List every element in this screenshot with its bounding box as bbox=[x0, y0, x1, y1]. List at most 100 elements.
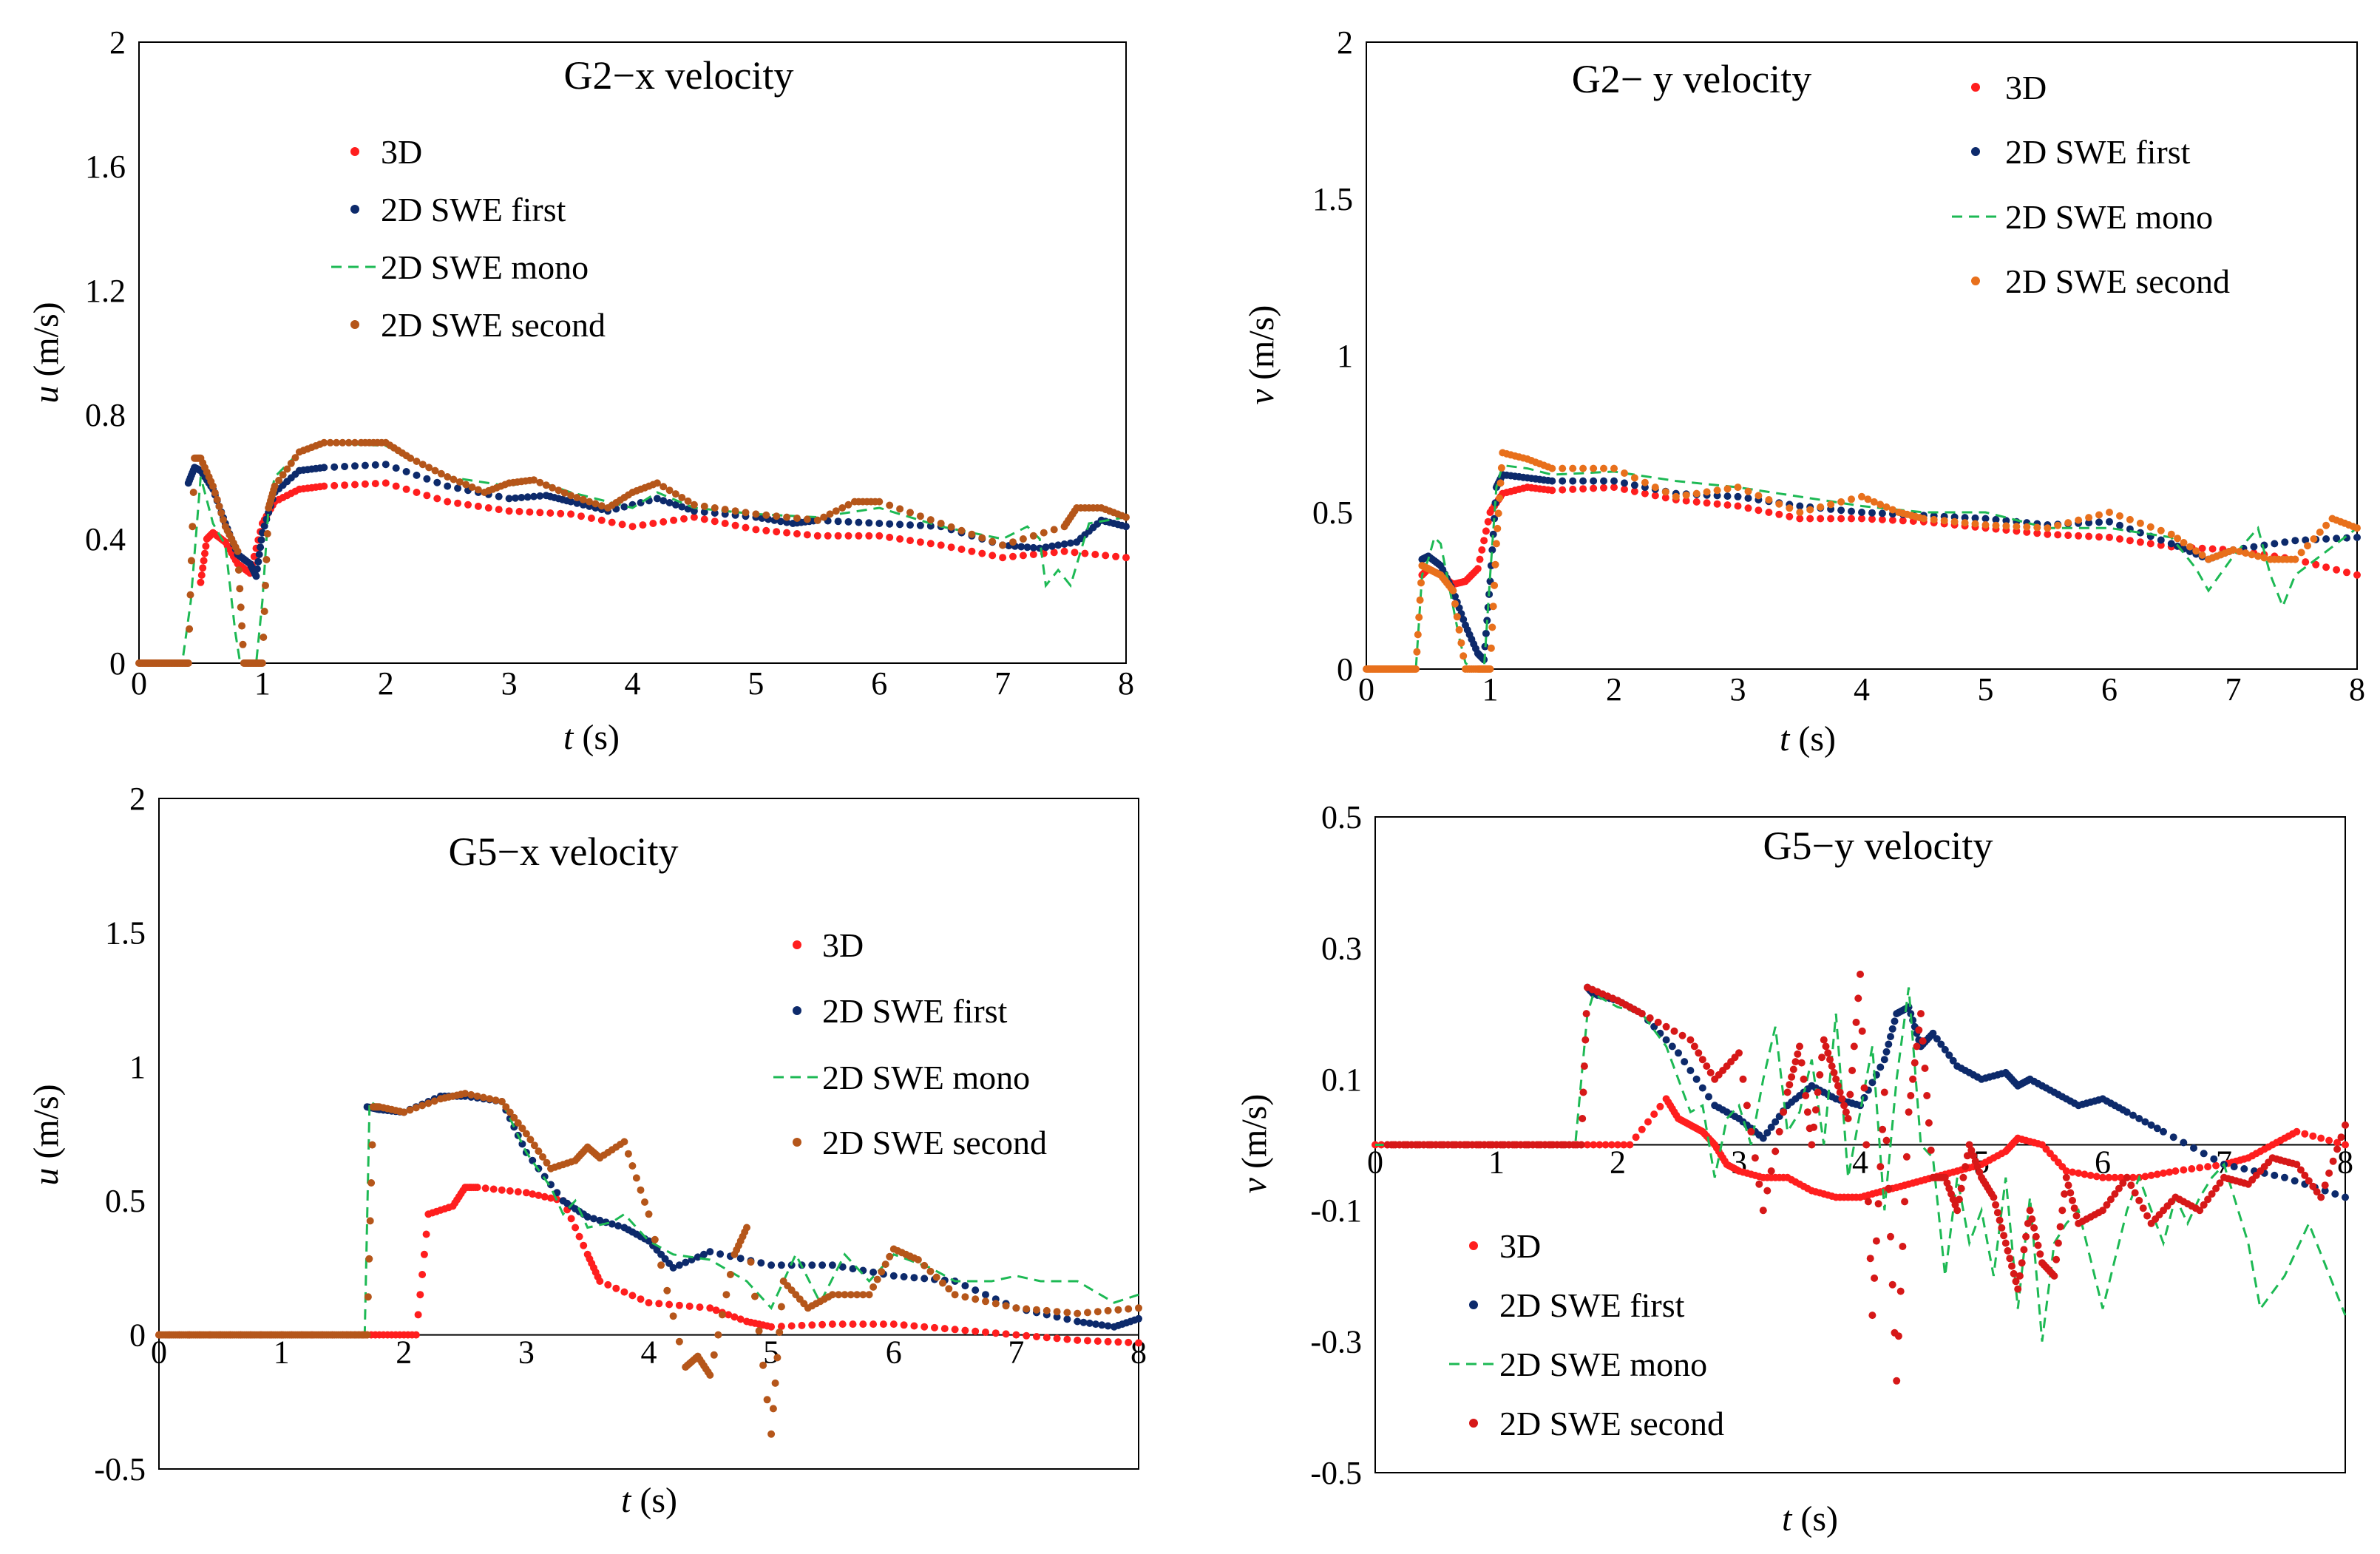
series-3-point bbox=[2085, 514, 2093, 522]
series-3-point bbox=[2146, 523, 2154, 531]
series-3-point bbox=[1743, 1102, 1751, 1110]
series-3-point bbox=[1783, 1088, 1791, 1096]
series-1-point bbox=[1488, 546, 1496, 554]
series-3-point bbox=[2139, 1204, 2147, 1212]
series-0-point bbox=[1723, 501, 1732, 509]
series-3-point bbox=[1703, 488, 1711, 496]
series-3-point bbox=[1654, 1018, 1662, 1026]
series-0-point bbox=[906, 537, 914, 545]
series-0-point bbox=[947, 543, 955, 552]
series-0-point bbox=[855, 532, 863, 540]
series-1-point bbox=[2321, 1187, 2329, 1195]
series-3-point bbox=[1858, 1027, 1866, 1035]
series-3-point bbox=[832, 507, 840, 515]
series-3-point bbox=[1487, 644, 1495, 652]
series-1-point bbox=[1868, 509, 1876, 517]
series-1-point bbox=[596, 1216, 604, 1224]
series-1-point bbox=[896, 520, 904, 529]
series-3-point bbox=[2116, 512, 2123, 520]
series-0-point bbox=[597, 516, 606, 524]
y-tick-label: 0.4 bbox=[85, 521, 126, 557]
series-1-point bbox=[1888, 1025, 1896, 1033]
x-tick-label: 5 bbox=[763, 1334, 779, 1371]
series-3-point bbox=[773, 1354, 782, 1362]
series-0-point bbox=[813, 532, 821, 540]
series-3-point bbox=[2050, 1272, 2058, 1280]
series-3-point bbox=[2260, 554, 2268, 562]
series-0-point bbox=[412, 1331, 420, 1339]
x-axis-label: t (s) bbox=[1780, 719, 1836, 759]
series-3-point bbox=[1888, 506, 1896, 514]
series-3-point bbox=[932, 1273, 940, 1281]
series-0-point bbox=[1837, 515, 1845, 523]
y-tick-label: 1 bbox=[1337, 338, 1353, 374]
series-0-point bbox=[645, 1299, 653, 1307]
series-3-point bbox=[2002, 522, 2010, 530]
series-1-point bbox=[2281, 538, 2289, 546]
series-0-point bbox=[2333, 566, 2341, 574]
series-0-point bbox=[1899, 517, 1907, 525]
series-1-point bbox=[2180, 1139, 2188, 1147]
series-3-point bbox=[783, 513, 791, 521]
series-0-point bbox=[199, 564, 207, 572]
series-0-point bbox=[1632, 1133, 1640, 1141]
series-3-point bbox=[886, 1252, 894, 1260]
series-3-point bbox=[1579, 1088, 1587, 1096]
series-3-point bbox=[2198, 551, 2206, 559]
series-3-point bbox=[535, 1147, 543, 1156]
series-3-point bbox=[777, 1303, 785, 1311]
series-0-point bbox=[731, 521, 739, 529]
series-3-point bbox=[2033, 523, 2041, 532]
series-0-point bbox=[1641, 489, 1649, 498]
series-3-point bbox=[2075, 516, 2083, 524]
series-0-point bbox=[777, 1323, 785, 1331]
plot-frame bbox=[158, 798, 1139, 1470]
series-3-point bbox=[2026, 1207, 2034, 1215]
series-1-point bbox=[540, 1173, 549, 1181]
series-3-point bbox=[1837, 498, 1845, 506]
series-3-point bbox=[413, 458, 421, 465]
series-0-point bbox=[341, 481, 349, 489]
series-1-point bbox=[916, 521, 924, 529]
series-1-point bbox=[926, 522, 935, 530]
series-3-point bbox=[820, 513, 828, 521]
series-3-point bbox=[2000, 1232, 2008, 1240]
series-3-point bbox=[755, 1327, 763, 1335]
series-0-point bbox=[937, 541, 945, 549]
series-3-point bbox=[234, 547, 242, 555]
plot-frame bbox=[138, 41, 1127, 664]
series-3-point bbox=[502, 1103, 510, 1111]
series-3-point bbox=[813, 516, 821, 524]
series-1-point bbox=[1074, 1317, 1082, 1326]
series-1-point bbox=[2353, 533, 2361, 541]
series-3-point bbox=[1661, 488, 1669, 496]
series-3-point bbox=[1114, 1306, 1122, 1314]
legend-label: 2D SWE mono bbox=[1499, 1346, 1707, 1383]
series-3-point bbox=[721, 506, 729, 514]
legend-marker bbox=[793, 940, 801, 949]
series-1-point bbox=[783, 518, 791, 526]
series-3-point bbox=[2106, 1195, 2115, 1204]
series-3-point bbox=[1909, 1075, 1917, 1083]
series-2-line bbox=[139, 441, 1127, 665]
series-0-point bbox=[991, 1329, 1000, 1337]
series-1-point bbox=[1489, 530, 1497, 538]
series-1-point bbox=[2153, 1124, 2161, 1133]
series-1-point bbox=[2342, 1193, 2349, 1201]
legend-label: 2D SWE second bbox=[822, 1124, 1047, 1161]
legend-label: 2D SWE second bbox=[2005, 262, 2230, 300]
series-3-point bbox=[2023, 523, 2031, 531]
series-0-point bbox=[773, 528, 781, 536]
series-3-point bbox=[1548, 464, 1556, 472]
legend-item-2d-swe-mono: 2D SWE mono bbox=[773, 1059, 1030, 1096]
series-0-point bbox=[1630, 487, 1638, 495]
series-3-point bbox=[262, 582, 269, 589]
series-3-point bbox=[1786, 1081, 1794, 1089]
series-3-point bbox=[841, 1291, 849, 1299]
x-tick-label: 4 bbox=[641, 1334, 657, 1371]
series-3-point bbox=[271, 482, 279, 490]
series-1-point bbox=[523, 493, 532, 501]
series-3-point bbox=[743, 1224, 750, 1232]
series-3-point bbox=[189, 523, 197, 531]
series-0-point bbox=[818, 1320, 827, 1329]
